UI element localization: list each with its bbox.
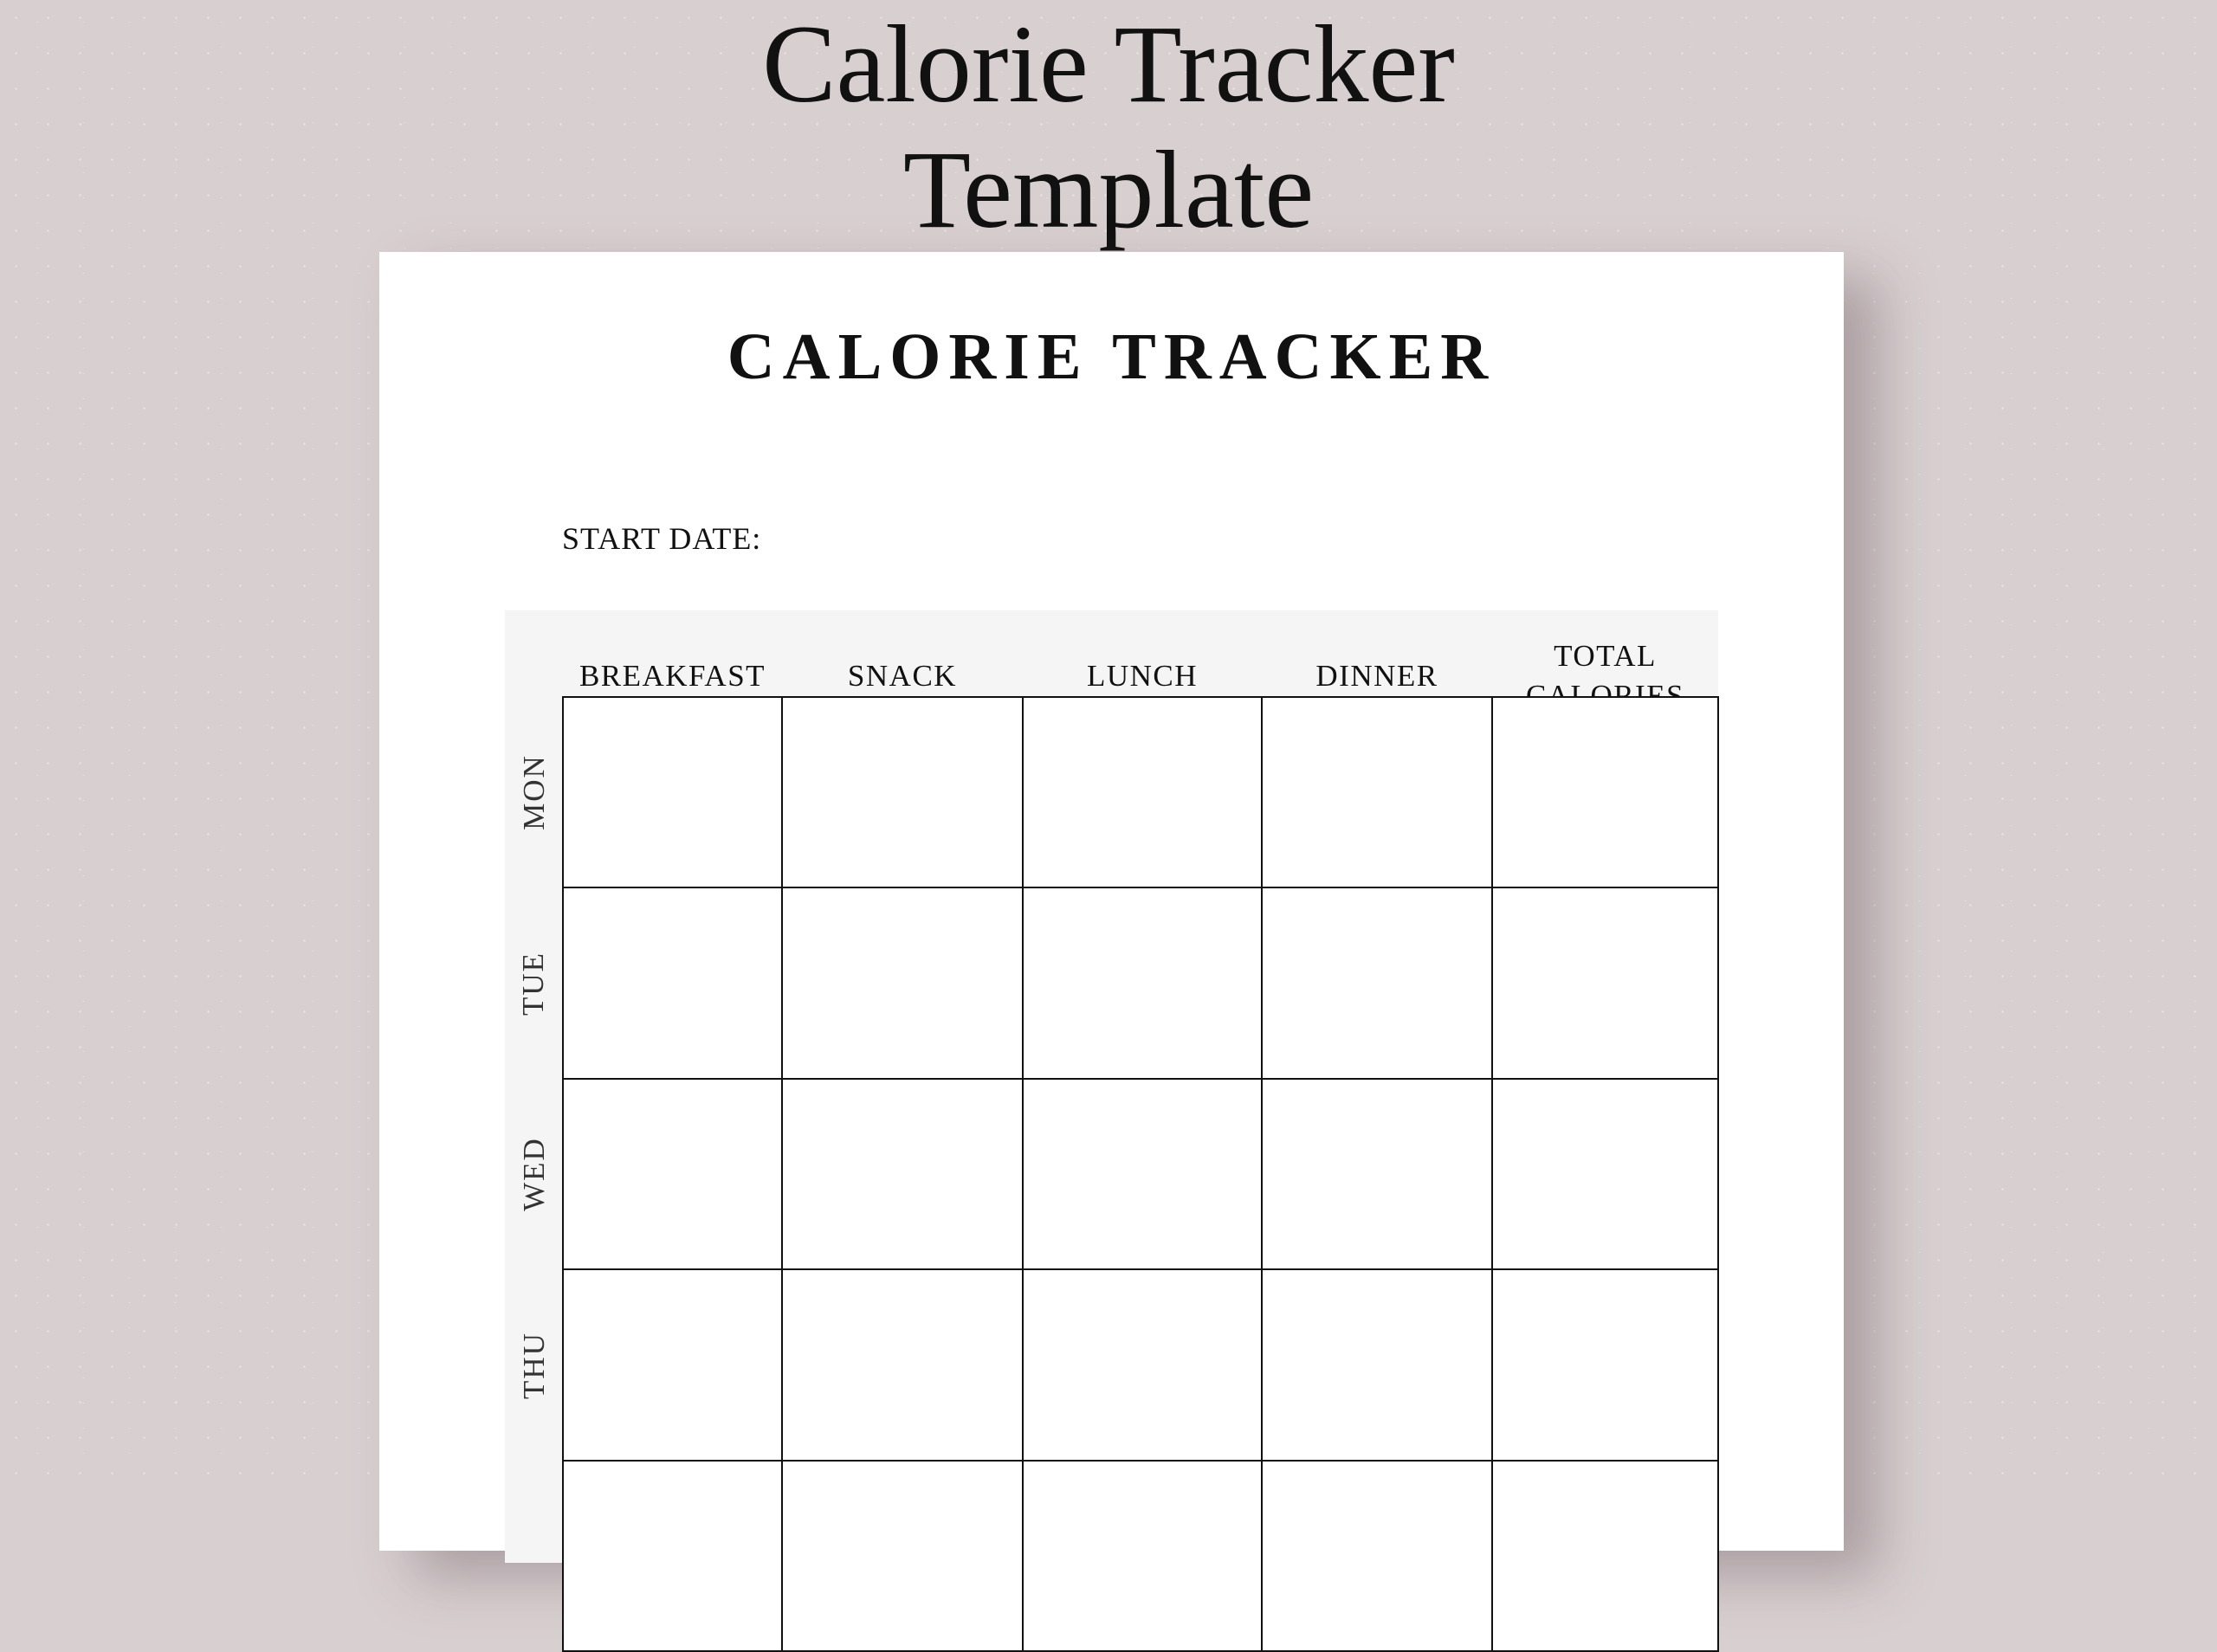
row-label-thu: THU (505, 1269, 563, 1461)
entry-cell[interactable] (1022, 696, 1263, 888)
tracker-grid (562, 696, 1719, 1652)
column-header-snack: SNACK (847, 659, 958, 693)
day-text: MON (516, 754, 551, 830)
entry-cell[interactable] (562, 696, 783, 888)
entry-cell[interactable] (1261, 1078, 1493, 1270)
entry-cell[interactable] (1022, 1460, 1263, 1652)
entry-cell[interactable] (1261, 1460, 1493, 1652)
start-date-label: START DATE: (562, 521, 762, 556)
column-header-dinner: DINNER (1315, 659, 1438, 693)
entry-cell[interactable] (562, 887, 783, 1080)
day-text: THU (516, 1331, 551, 1399)
column-header-lunch: LUNCH (1086, 659, 1199, 693)
row-label-tue: TUE (505, 887, 563, 1079)
entry-cell[interactable] (562, 1460, 783, 1652)
entry-cell[interactable] (562, 1078, 783, 1270)
entry-cell[interactable] (1022, 1268, 1263, 1462)
headline-line-2: Template (902, 128, 1315, 251)
entry-cell[interactable] (1261, 887, 1493, 1080)
entry-cell[interactable] (781, 1460, 1024, 1652)
entry-cell[interactable] (1491, 696, 1719, 888)
entry-cell[interactable] (1491, 887, 1719, 1080)
entry-cell[interactable] (562, 1268, 783, 1462)
entry-cell[interactable] (1261, 696, 1493, 888)
entry-cell[interactable] (1491, 1460, 1719, 1652)
entry-cell[interactable] (781, 1078, 1024, 1270)
day-text: TUE (516, 951, 551, 1016)
entry-cell[interactable] (1491, 1078, 1719, 1270)
entry-cell[interactable] (781, 887, 1024, 1080)
entry-cell[interactable] (1022, 1078, 1263, 1270)
row-label-wed: WED (505, 1079, 563, 1269)
entry-cell[interactable] (781, 696, 1024, 888)
row-label-mon: MON (505, 697, 563, 887)
entry-cell[interactable] (1022, 887, 1263, 1080)
headline-line-1: Calorie Tracker (762, 3, 1455, 126)
column-header-breakfast: BREAKFAST (578, 659, 766, 693)
sheet-title: CALORIE TRACKER (727, 320, 1496, 393)
total-line-1: TOTAL (1554, 639, 1657, 673)
entry-cell[interactable] (781, 1268, 1024, 1462)
day-text: WED (516, 1137, 551, 1211)
tracker-sheet: CALORIE TRACKER START DATE: BREAKFAST SN… (379, 252, 1844, 1652)
entry-cell[interactable] (1491, 1268, 1719, 1462)
entry-cell[interactable] (1261, 1268, 1493, 1462)
